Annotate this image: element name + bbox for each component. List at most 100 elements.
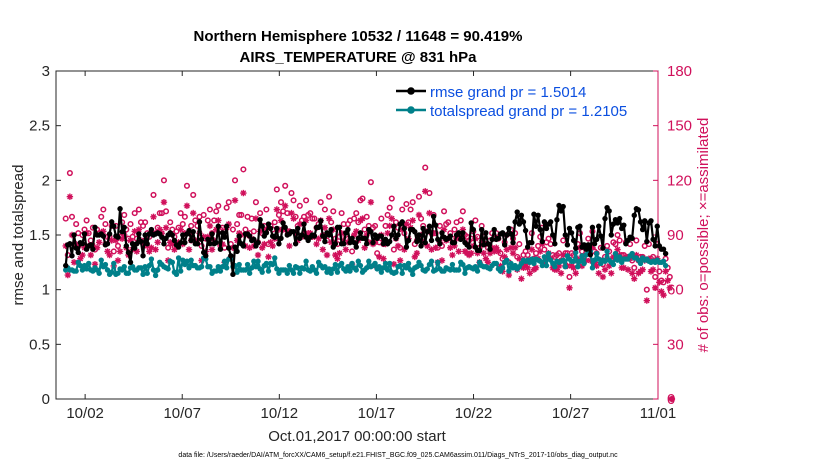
- obs-assimilated-point: [599, 273, 607, 281]
- rmse-point: [347, 239, 353, 246]
- totalspread-point: [236, 261, 242, 268]
- obs-possible-point: [167, 219, 174, 226]
- obs-assimilated-point: [497, 262, 504, 270]
- obs-assimilated-point: [321, 224, 329, 231]
- obs-assimilated-point: [566, 284, 573, 292]
- obs-assimilated-point: [532, 264, 540, 271]
- rmse-point: [455, 230, 462, 236]
- totalspread-point: [577, 258, 583, 264]
- totalspread-point: [330, 266, 336, 272]
- rmse-point: [171, 237, 178, 244]
- obs-assimilated-point: [106, 251, 113, 259]
- totalspread-point: [541, 254, 548, 260]
- rmse-point: [621, 222, 627, 228]
- totalspread-point: [215, 264, 221, 270]
- rmse-point: [127, 259, 134, 266]
- obs-possible-point: [451, 226, 458, 233]
- totalspread-point: [499, 265, 506, 271]
- totalspread-point: [148, 256, 155, 262]
- totalspread-point: [508, 260, 514, 267]
- rmse-point: [198, 236, 205, 243]
- rmse-point: [63, 262, 69, 269]
- obs-assimilated-point: [64, 271, 71, 279]
- obs-possible-point: [257, 210, 264, 217]
- rmse-point: [186, 227, 192, 234]
- obs-possible-point: [656, 268, 663, 275]
- y-right-tick-label: 30: [667, 336, 684, 353]
- rmse-point: [221, 234, 228, 240]
- rmse-point: [276, 241, 282, 247]
- rmse-point: [568, 230, 575, 236]
- rmse-point: [420, 225, 426, 232]
- rmse-point: [437, 241, 443, 247]
- totalspread-point: [573, 249, 579, 256]
- totalspread-point: [322, 264, 328, 270]
- obs-assimilated-point: [208, 246, 216, 253]
- obs-possible-point: [240, 166, 247, 173]
- obs-assimilated-point: [605, 262, 613, 270]
- totalspread-point: [449, 261, 456, 268]
- obs-assimilated-point: [509, 250, 517, 257]
- legend-spread-marker: [407, 106, 415, 114]
- obs-possible-point: [652, 273, 659, 280]
- rmse-point: [514, 209, 520, 215]
- rmse-point: [589, 224, 596, 231]
- rmse-point: [115, 234, 121, 240]
- obs-assimilated-point: [643, 297, 651, 304]
- totalspread-point: [424, 266, 431, 272]
- totalspread-point: [455, 267, 462, 273]
- rmse-point: [280, 220, 286, 226]
- x-tick-label: 10/02: [66, 405, 104, 422]
- totalspread-point: [246, 270, 253, 276]
- obs-assimilated-point: [411, 253, 418, 261]
- rmse-point: [73, 245, 79, 251]
- obs-assimilated-point: [108, 237, 115, 244]
- obs-assimilated-point: [574, 255, 582, 262]
- obs-assimilated-point: [664, 277, 671, 284]
- totalspread-point: [284, 270, 290, 276]
- rmse-point: [232, 244, 238, 250]
- obs-assimilated-point: [327, 239, 335, 246]
- obs-possible-point: [238, 211, 245, 219]
- totalspread-point: [581, 260, 587, 267]
- obs-assimilated-point: [307, 229, 314, 237]
- rmse-point: [121, 224, 127, 231]
- obs-assimilated-point: [482, 255, 490, 262]
- obs-possible-point: [372, 222, 379, 229]
- totalspread-point: [263, 260, 270, 267]
- rmse-point: [299, 232, 305, 238]
- rmse-point: [272, 234, 278, 240]
- obs-assimilated-point: [633, 251, 640, 259]
- totalspread-point: [173, 271, 180, 278]
- rmse-point: [510, 239, 516, 246]
- rmse-point: [274, 225, 280, 232]
- obs-assimilated-point: [277, 217, 285, 224]
- obs-possible-point: [403, 200, 410, 208]
- obs-possible-point: [213, 208, 220, 215]
- rmse-point: [203, 253, 209, 259]
- totalspread-point: [366, 258, 372, 264]
- totalspread-point: [98, 257, 104, 263]
- obs-assimilated-point: [246, 244, 253, 251]
- totalspread-point: [125, 270, 132, 276]
- rmse-point: [161, 241, 167, 247]
- obs-assimilated-point: [428, 246, 435, 253]
- obs-assimilated-point: [338, 229, 345, 237]
- obs-assimilated-point: [518, 275, 525, 282]
- totalspread-point: [372, 260, 378, 267]
- obs-assimilated-point: [100, 228, 107, 235]
- obs-assimilated-point: [213, 226, 220, 233]
- rmse-point: [196, 219, 203, 225]
- obs-assimilated-point: [589, 244, 596, 251]
- obs-assimilated-point: [152, 246, 159, 253]
- obs-possible-point: [309, 215, 316, 222]
- totalspread-point: [460, 261, 466, 268]
- rmse-point: [364, 241, 370, 247]
- rmse-point: [106, 231, 113, 237]
- obs-possible-point: [472, 217, 479, 224]
- obs-assimilated-point: [286, 242, 293, 250]
- rmse-point: [123, 243, 130, 249]
- obs-assimilated-point: [319, 246, 327, 253]
- totalspread-point: [414, 264, 420, 270]
- rmse-point: [414, 238, 420, 245]
